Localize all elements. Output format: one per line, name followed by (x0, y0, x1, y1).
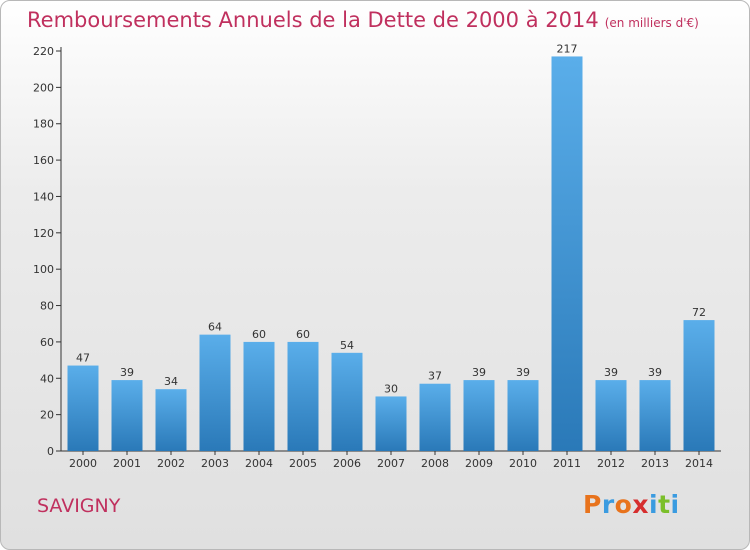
data-label: 39 (604, 366, 618, 379)
x-tick-label: 2004 (245, 457, 273, 470)
bar (463, 380, 495, 451)
x-tick-label: 2002 (157, 457, 185, 470)
x-tick-label: 2005 (289, 457, 317, 470)
logo-letter: r (601, 490, 615, 519)
y-tick-label: 0 (47, 445, 54, 458)
logo-letter: i (670, 490, 680, 519)
bar (199, 334, 231, 451)
logo-letter: o (614, 490, 633, 519)
data-label: 39 (120, 366, 134, 379)
y-tick-label: 100 (33, 263, 54, 276)
bar (287, 341, 319, 451)
data-label: 217 (557, 42, 578, 55)
y-tick-label: 80 (40, 300, 54, 313)
bar (375, 396, 407, 451)
y-tick-label: 60 (40, 336, 54, 349)
bar (595, 380, 627, 451)
data-label: 34 (164, 375, 178, 388)
y-tick-label: 160 (33, 154, 54, 167)
bar (331, 352, 363, 451)
data-label: 30 (384, 382, 398, 395)
x-tick-label: 2012 (597, 457, 625, 470)
data-label: 60 (252, 328, 266, 341)
x-tick-label: 2003 (201, 457, 229, 470)
x-tick-label: 2014 (685, 457, 713, 470)
data-label: 39 (472, 366, 486, 379)
bar (243, 341, 275, 451)
x-tick-label: 2011 (553, 457, 581, 470)
logo-letter: P (583, 490, 602, 519)
bar (683, 320, 715, 451)
y-tick-label: 40 (40, 372, 54, 385)
data-label: 39 (648, 366, 662, 379)
logo-letter: t (658, 490, 671, 519)
bar (155, 389, 187, 451)
proxiti-logo[interactable]: Proxiti (583, 490, 680, 519)
x-tick-label: 2007 (377, 457, 405, 470)
bar (551, 56, 583, 452)
y-tick-label: 180 (33, 118, 54, 131)
data-label: 60 (296, 328, 310, 341)
y-tick-label: 20 (40, 409, 54, 422)
y-tick-label: 200 (33, 81, 54, 94)
data-label: 54 (340, 339, 354, 352)
bar (67, 365, 99, 451)
x-tick-label: 2013 (641, 457, 669, 470)
data-label: 64 (208, 321, 222, 334)
x-tick-label: 2009 (465, 457, 493, 470)
title-text: Remboursements Annuels de la Dette de 20… (27, 8, 599, 32)
data-label: 39 (516, 366, 530, 379)
x-tick-label: 2000 (69, 457, 97, 470)
x-tick-label: 2001 (113, 457, 141, 470)
chart-title: Remboursements Annuels de la Dette de 20… (27, 8, 699, 32)
data-label: 37 (428, 370, 442, 383)
data-label: 47 (76, 352, 90, 365)
x-tick-label: 2006 (333, 457, 361, 470)
bar (419, 383, 451, 451)
data-label: 72 (692, 306, 706, 319)
title-unit: (en milliers d'€) (604, 16, 699, 30)
x-tick-label: 2010 (509, 457, 537, 470)
y-tick-label: 120 (33, 227, 54, 240)
x-tick-label: 2008 (421, 457, 449, 470)
bar (507, 380, 539, 451)
y-tick-label: 220 (33, 45, 54, 58)
logo-letter: x (632, 490, 649, 519)
bar (639, 380, 671, 451)
bar (111, 380, 143, 451)
commune-name: SAVIGNY (37, 495, 121, 517)
logo-letter: i (649, 490, 659, 519)
y-tick-label: 140 (33, 190, 54, 203)
